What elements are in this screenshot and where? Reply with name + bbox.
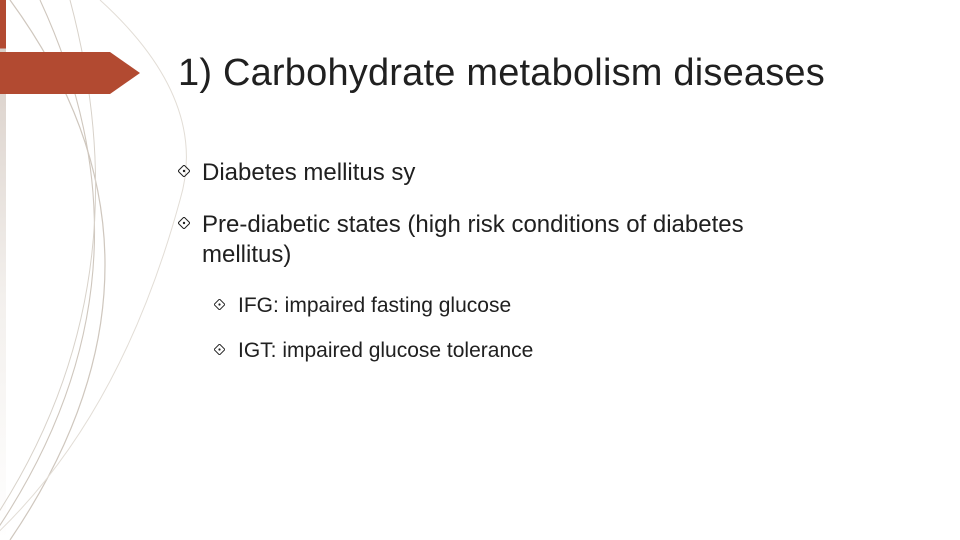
list-item-text: IGT: impaired glucose tolerance (238, 337, 818, 364)
list-item-text: Pre-diabetic states (high risk condition… (202, 210, 818, 270)
diamond-bullet-icon (178, 217, 192, 231)
diamond-bullet-icon (178, 165, 192, 179)
slide: 1) Carbohydrate metabolism diseases Diab… (0, 0, 960, 540)
diamond-bullet-icon (214, 299, 228, 313)
diamond-bullet-icon (214, 344, 228, 358)
list-item-text: Diabetes mellitus sy (202, 158, 818, 188)
list-item: Diabetes mellitus sy (178, 158, 818, 188)
slide-body: Diabetes mellitus sy Pre-diabetic states… (178, 158, 818, 383)
title-arrow-bar (0, 52, 110, 94)
title-arrow-tip (110, 52, 140, 94)
list-item: IGT: impaired glucose tolerance (214, 337, 818, 364)
list-item: IFG: impaired fasting glucose (214, 292, 818, 319)
list-item: Pre-diabetic states (high risk condition… (178, 210, 818, 270)
slide-title: 1) Carbohydrate metabolism diseases (178, 52, 825, 95)
list-item-text: IFG: impaired fasting glucose (238, 292, 818, 319)
